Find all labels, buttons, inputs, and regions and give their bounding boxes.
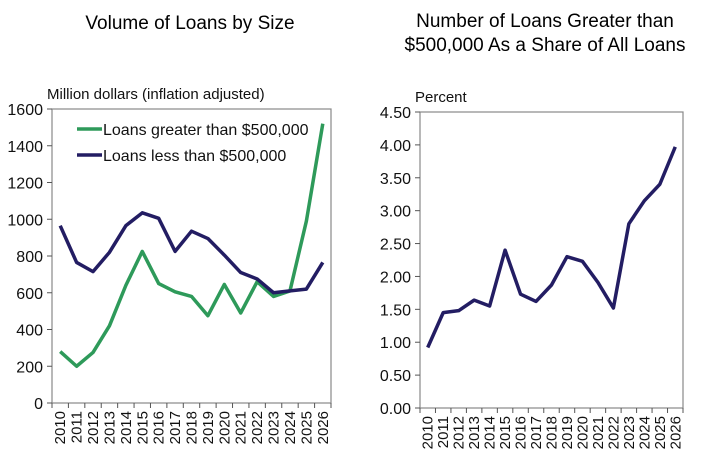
chart1-x-tick-label: 2019 bbox=[559, 416, 576, 449]
chart1-y-axis-label: Percent bbox=[415, 89, 468, 106]
chart0-y-tick-label: 400 bbox=[16, 323, 43, 340]
chart0-x-tick-label: 2024 bbox=[282, 411, 299, 444]
chart1-y-tick-label: 0.00 bbox=[380, 401, 411, 418]
chart0-y-axis-label: Million dollars (inflation adjusted) bbox=[47, 86, 265, 103]
chart1-y-tick-label: 1.50 bbox=[380, 302, 411, 319]
right-title-line2: $500,000 As a Share of All Loans bbox=[404, 35, 686, 56]
chart0-x-tick-label: 2013 bbox=[101, 411, 118, 444]
chart0-x-tick-label: 2010 bbox=[52, 411, 69, 444]
chart1-plot-frame bbox=[419, 111, 684, 409]
chart1-y-tick-label: 2.00 bbox=[380, 269, 411, 286]
chart0-x-tick-label: 2023 bbox=[266, 411, 283, 444]
left-chart-title: Volume of Loans by Size bbox=[85, 13, 295, 34]
chart1-x-tick-label: 2011 bbox=[435, 416, 452, 448]
chart0-y-tick-label: 1200 bbox=[7, 176, 43, 193]
chart0-x-tick-label: 2015 bbox=[134, 411, 151, 444]
chart1-x-tick-label: 2025 bbox=[652, 416, 669, 449]
chart0-y-tick-label: 1000 bbox=[7, 212, 43, 229]
right-chart-title: Number of Loans Greater than $500,000 As… bbox=[370, 10, 720, 58]
chart0-series-1-line bbox=[58, 211, 325, 295]
chart1-y-tick-label: 1.00 bbox=[380, 335, 411, 352]
chart1-x-tick-label: 2012 bbox=[451, 416, 468, 449]
chart0-y-tick-label: 800 bbox=[16, 249, 43, 266]
chart1-y-tick-label: 0.50 bbox=[380, 368, 411, 385]
chart1-y-tick-label: 3.50 bbox=[380, 171, 411, 188]
chart0-x-tick-label: 2026 bbox=[315, 411, 332, 444]
chart0-x-tick-label: 2021 bbox=[233, 411, 250, 444]
chart1-y-tick-label: 4.50 bbox=[380, 105, 411, 122]
chart1-x-tick-label: 2020 bbox=[574, 416, 591, 449]
chart0-y-tick-label: 1600 bbox=[7, 102, 43, 119]
chart1-series-0-line bbox=[426, 146, 677, 349]
chart1-x-tick-label: 2010 bbox=[420, 416, 437, 449]
chart0-y-tick-label: 200 bbox=[16, 359, 43, 376]
chart0-x-tick-label: 2012 bbox=[85, 411, 102, 444]
chart0-x-tick-label: 2016 bbox=[151, 411, 168, 444]
chart0-legend-label: Loans greater than $500,000 bbox=[103, 122, 309, 139]
chart0-series-0-line bbox=[59, 123, 325, 368]
chart1-x-tick-label: 2018 bbox=[544, 416, 561, 449]
chart1-x-tick-label: 2024 bbox=[636, 416, 653, 449]
chart1-x-tick-label: 2013 bbox=[466, 416, 483, 449]
chart1-y-tick-label: 4.00 bbox=[380, 138, 411, 155]
chart0-y-tick-label: 1400 bbox=[7, 139, 43, 156]
chart1-y-tick-label: 3.00 bbox=[380, 204, 411, 221]
chart1-y-tick-label: 2.50 bbox=[380, 237, 411, 254]
chart0-x-tick-label: 2025 bbox=[298, 411, 315, 444]
chart0-x-tick-label: 2014 bbox=[118, 411, 135, 444]
chart1-x-tick-label: 2021 bbox=[590, 416, 607, 449]
chart1-x-tick-label: 2016 bbox=[513, 416, 530, 449]
chart0-x-tick-label: 2011 bbox=[69, 411, 86, 443]
chart0-x-tick-label: 2017 bbox=[167, 411, 184, 444]
chart1-x-tick-label: 2023 bbox=[621, 416, 638, 449]
chart0-legend-label: Loans less than $500,000 bbox=[103, 148, 286, 165]
chart1-x-tick-label: 2017 bbox=[528, 416, 545, 449]
chart0-x-tick-label: 2018 bbox=[184, 411, 201, 444]
chart1-x-tick-label: 2014 bbox=[482, 416, 499, 449]
chart0-y-tick-label: 600 bbox=[16, 286, 43, 303]
chart0-x-tick-label: 2022 bbox=[249, 411, 266, 444]
chart1-x-tick-label: 2026 bbox=[667, 416, 684, 449]
chart0-y-tick-label: 0 bbox=[34, 396, 43, 413]
chart1-x-tick-label: 2022 bbox=[605, 416, 622, 449]
chart1-x-tick-label: 2015 bbox=[497, 416, 514, 449]
chart0-x-tick-label: 2019 bbox=[200, 411, 217, 444]
right-title-line1: Number of Loans Greater than bbox=[416, 11, 674, 32]
chart0-x-tick-label: 2020 bbox=[216, 411, 233, 444]
